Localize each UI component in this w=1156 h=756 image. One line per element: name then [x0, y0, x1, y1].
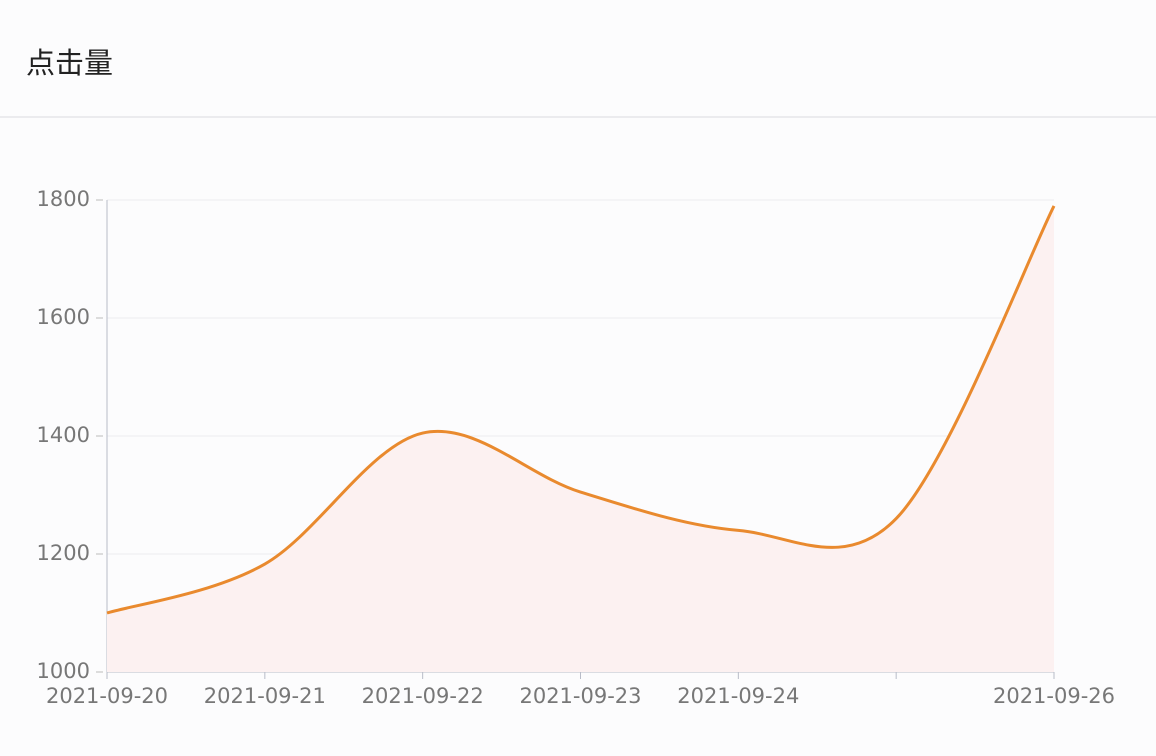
header: 点击量 [0, 0, 1156, 118]
y-tick-label: 1400 [37, 423, 90, 447]
x-tick-label: 2021-09-21 [204, 684, 326, 708]
line [106, 205, 1056, 615]
area [107, 205, 1054, 672]
y-tick-label: 1600 [37, 305, 90, 329]
x-tick-label: 2021-09-20 [46, 684, 168, 708]
x-tick-label: 2021-09-23 [519, 684, 641, 708]
y-tick-label: 1000 [37, 659, 90, 683]
chart: 1000 1200 1400 1600 1800 2021-09-20 2021-09-21… [37, 187, 1115, 708]
y-tick-label: 1800 [37, 187, 90, 211]
x-tick-label: 2021-09-24 [677, 684, 799, 708]
y-tick-label: 1200 [37, 541, 90, 565]
x-tick-label: 2021-09-26 [993, 684, 1115, 708]
x-tick-label: 2021-09-22 [362, 684, 484, 708]
title: 点击量 [26, 46, 114, 80]
